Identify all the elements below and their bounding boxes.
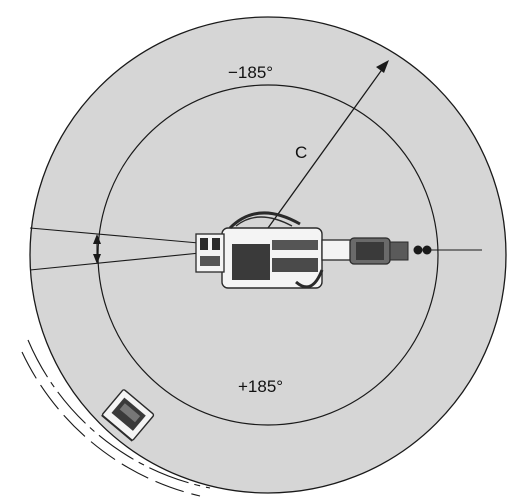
robot-icon — [195, 211, 432, 289]
outer-dashed-arc-2 — [21, 351, 201, 497]
controller-icon — [101, 389, 155, 442]
plus-185-label: +185° — [238, 377, 283, 396]
wedge-line-lower — [29, 251, 211, 271]
wedge-line-upper — [29, 227, 211, 245]
wedge-arrowhead-down — [93, 254, 101, 264]
radius-arrowhead — [376, 60, 389, 73]
wedge-arrowhead-up — [93, 234, 101, 244]
radius-arrow-line — [267, 63, 387, 229]
radius-c-label: C — [295, 143, 307, 162]
minus-185-label: −185° — [228, 63, 273, 82]
outer-dashed-arc-1 — [27, 339, 211, 489]
